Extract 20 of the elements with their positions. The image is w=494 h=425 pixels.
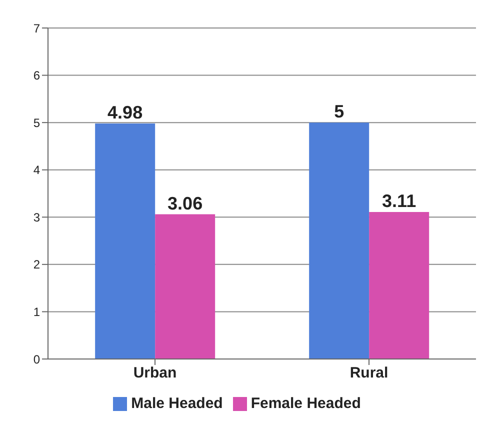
- bar: [95, 124, 156, 359]
- x-tick-label: Rural: [350, 364, 388, 382]
- legend-label: Male Headed: [131, 395, 223, 412]
- bar: [309, 122, 370, 359]
- x-tick-label: Urban: [133, 364, 177, 382]
- bar: [369, 212, 430, 359]
- legend-label: Female Headed: [250, 395, 361, 412]
- y-tick-label: 6: [33, 68, 40, 83]
- data-label: 3.06: [168, 193, 203, 214]
- data-label: 3.11: [382, 190, 416, 211]
- y-tick-label: 5: [33, 116, 40, 130]
- y-tick-label: 4: [33, 163, 40, 178]
- y-tick-label: 1: [33, 304, 40, 319]
- data-label: 4.98: [108, 102, 143, 123]
- data-label: 5: [334, 102, 344, 122]
- y-tick-label: 3: [33, 210, 40, 224]
- y-tick-label: 2: [33, 258, 40, 272]
- y-tick-label: 7: [33, 21, 40, 36]
- bar: [155, 214, 216, 359]
- y-tick-label: 0: [33, 352, 40, 366]
